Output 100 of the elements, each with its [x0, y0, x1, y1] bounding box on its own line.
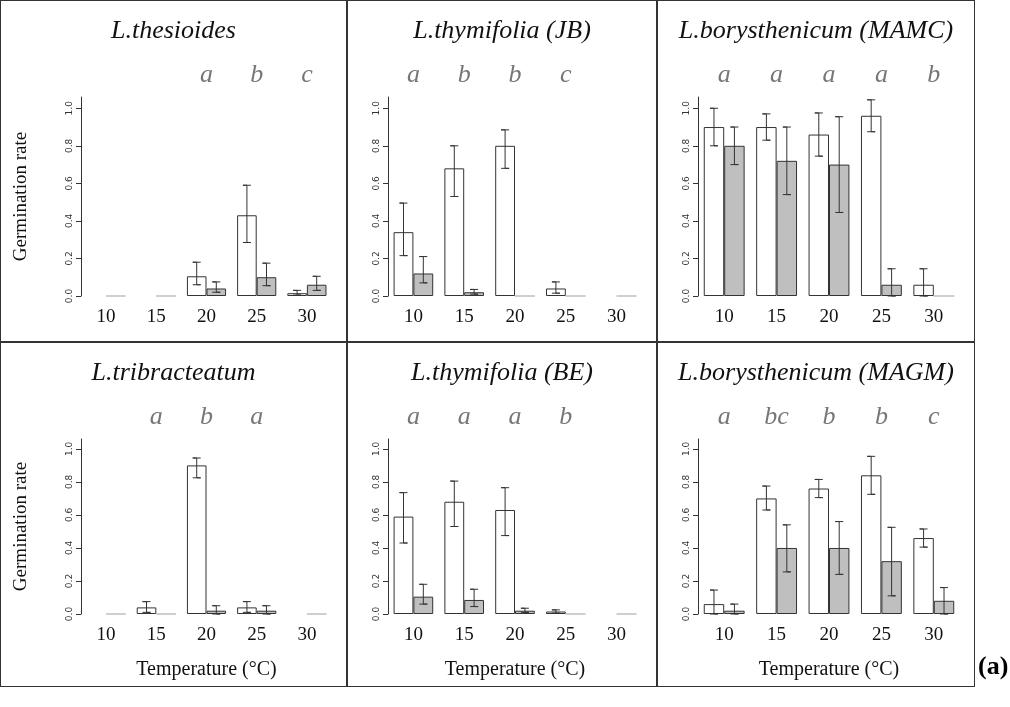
y-tick-label: 1.0	[370, 100, 381, 116]
chart-title: L.borysthenicum (MAGM)	[677, 356, 954, 386]
x-tick-label: 10	[403, 623, 423, 644]
x-tick-label: 20	[197, 623, 216, 644]
x-tick-label: 10	[403, 305, 423, 326]
x-tick-label: 20	[197, 305, 216, 326]
x-tick-label: 10	[714, 623, 734, 644]
x-tick-label: 15	[767, 623, 787, 644]
chart-title: L.tribracteatum	[90, 356, 256, 386]
y-tick-label: 0.8	[63, 474, 74, 490]
y-tick-label: 1.0	[370, 441, 381, 457]
text: a	[508, 400, 522, 430]
y-tick-label: 0.6	[63, 507, 74, 523]
x-tick-label: 30	[607, 623, 627, 644]
chart-title: L.thymifolia (BE)	[410, 356, 593, 386]
y-tick-label: 0.0	[63, 288, 74, 304]
x-tick-label: 25	[871, 623, 891, 644]
y-tick-label: 0.4	[370, 213, 381, 229]
y-tick-label: 0.2	[63, 573, 74, 589]
x-tick-label: 20	[505, 623, 525, 644]
text: a	[200, 58, 213, 88]
text: a	[149, 400, 163, 430]
x-tick-label: 20	[819, 623, 839, 644]
y-tick-label: 0.0	[680, 606, 691, 622]
text: bc	[764, 400, 790, 430]
y-tick-label: 0.4	[370, 540, 381, 556]
x-tick-label: 10	[96, 623, 116, 644]
text: b	[250, 58, 264, 88]
y-tick-label: 0.0	[63, 606, 74, 622]
y-tick-label: 0.2	[680, 251, 691, 266]
y-tick-label: 0.8	[370, 138, 381, 153]
x-tick-label: 10	[96, 305, 116, 326]
text: a	[250, 400, 264, 430]
y-tick-label: 0.2	[370, 251, 381, 266]
y-axis-title: Germination rate	[9, 131, 30, 262]
x-tick-label: 30	[607, 305, 627, 326]
y-tick-label: 0.6	[680, 507, 691, 523]
y-tick-label: 1.0	[680, 100, 691, 116]
text: a	[717, 58, 731, 88]
y-tick-label: 0.2	[680, 573, 691, 589]
y-tick-label: 0.8	[370, 474, 381, 490]
x-tick-label: 15	[146, 623, 166, 644]
text: b	[874, 400, 888, 430]
x-tick-label: 25	[247, 305, 267, 326]
text: b	[559, 400, 573, 430]
y-tick-label: 0.4	[680, 213, 691, 229]
x-tick-label: 20	[819, 305, 839, 326]
x-tick-label: 30	[297, 305, 317, 326]
y-tick-label: 1.0	[63, 100, 74, 116]
x-tick-label: 15	[454, 623, 474, 644]
y-tick-label: 0.6	[370, 175, 381, 191]
x-tick-label: 30	[924, 623, 944, 644]
x-axis-title: Temperature (°C)	[444, 657, 586, 680]
text: a	[406, 58, 420, 88]
y-tick-label: 0.8	[63, 138, 74, 153]
y-axis-title: Germination rate	[9, 461, 30, 592]
text: (a)	[978, 651, 1009, 681]
text: a	[770, 58, 784, 88]
y-tick-label: 0.8	[680, 138, 691, 153]
text: b	[822, 400, 836, 430]
chart-title: L.thymifolia (JB)	[412, 14, 591, 44]
chart-title: L.borysthenicum (MAMC)	[677, 14, 954, 44]
y-tick-label: 1.0	[63, 441, 74, 457]
y-tick-label: 0.0	[370, 288, 381, 304]
y-tick-label: 0.8	[680, 474, 691, 490]
text: a	[457, 400, 471, 430]
x-axis-title: Temperature (°C)	[136, 657, 277, 680]
x-tick-label: 15	[454, 305, 474, 326]
y-tick-label: 0.0	[680, 288, 691, 304]
text: b	[927, 58, 941, 88]
x-tick-label: 15	[146, 305, 166, 326]
y-tick-label: 1.0	[680, 441, 691, 457]
text: c	[301, 58, 314, 88]
x-tick-label: 10	[714, 305, 734, 326]
text: b	[508, 58, 522, 88]
text: a	[717, 400, 731, 430]
y-tick-label: 0.0	[370, 606, 381, 622]
x-tick-label: 25	[871, 305, 891, 326]
text: b	[200, 400, 213, 430]
x-tick-label: 25	[247, 623, 267, 644]
text: a	[406, 400, 420, 430]
y-tick-label: 0.2	[63, 251, 74, 266]
text: c	[560, 58, 573, 88]
chart-title: L.thesioides	[110, 14, 236, 44]
text: a	[822, 58, 836, 88]
y-tick-label: 0.4	[63, 213, 74, 229]
x-axis-title: Temperature (°C)	[758, 657, 900, 680]
y-tick-label: 0.6	[370, 507, 381, 523]
text: c	[928, 400, 941, 430]
y-tick-label: 0.4	[63, 540, 74, 556]
x-tick-label: 15	[767, 305, 787, 326]
y-tick-label: 0.2	[370, 573, 381, 589]
x-tick-label: 30	[297, 623, 317, 644]
y-tick-label: 0.6	[680, 175, 691, 191]
x-tick-label: 20	[505, 305, 525, 326]
x-tick-label: 30	[924, 305, 944, 326]
y-tick-label: 0.4	[680, 540, 691, 556]
x-tick-label: 25	[556, 305, 576, 326]
text: b	[457, 58, 471, 88]
text: a	[874, 58, 888, 88]
